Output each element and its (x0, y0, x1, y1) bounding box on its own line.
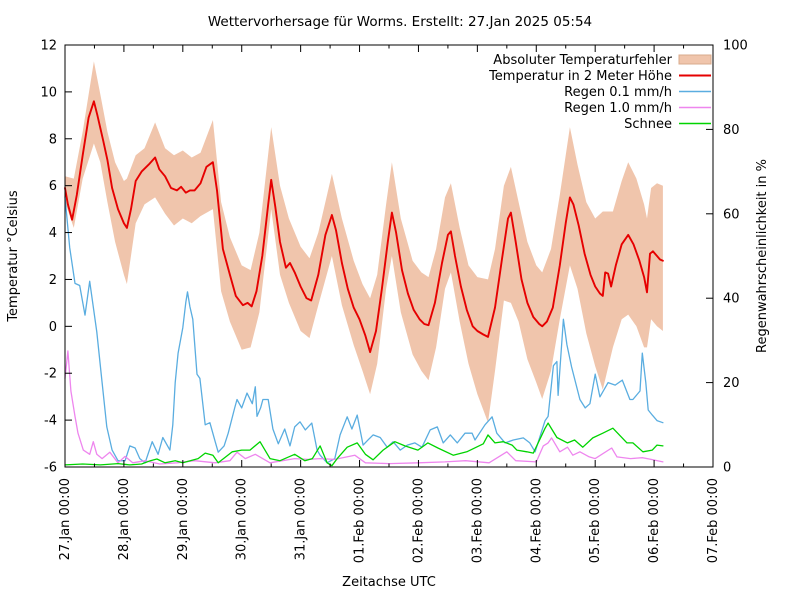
y-right-tick-label: 100 (723, 39, 748, 54)
legend-label-temperature: Temperatur in 2 Meter Höhe (488, 69, 672, 84)
legend-label-rain01: Regen 0.1 mm/h (564, 85, 672, 100)
series-layer (64, 100, 664, 467)
y-left-tick-label: -4 (44, 414, 57, 429)
y-axis-label-right: Regenwahrscheinlichkeit in % (755, 159, 770, 353)
x-tick-label: 04.Feb 00:00 (529, 478, 544, 563)
x-tick-label: 31.Jan 00:00 (294, 478, 309, 560)
y-right-tick-label: 40 (723, 292, 740, 307)
y-right-tick-label: 20 (723, 376, 740, 391)
x-tick-label: 05.Feb 00:00 (588, 478, 603, 563)
y-axis-label-left: Temperatur °Celsius (6, 190, 21, 323)
y-left-tick-label: 10 (40, 85, 57, 100)
series-temperature (64, 100, 664, 354)
x-tick-label: 02.Feb 00:00 (411, 478, 426, 563)
y-left-tick-label: -2 (44, 367, 57, 382)
legend-label-band: Absoluter Temperaturfehler (493, 53, 672, 68)
x-tick-label: 29.Jan 00:00 (176, 478, 191, 560)
x-tick-label: 01.Feb 00:00 (353, 478, 368, 563)
x-tick-label: 28.Jan 00:00 (117, 478, 132, 560)
y-left-tick-label: 0 (49, 320, 57, 335)
legend-swatch-band (678, 54, 712, 65)
x-tick-label: 27.Jan 00:00 (58, 478, 73, 560)
axes-layer: 27.Jan 00:00 28.Jan 00:00 29.Jan 00:00 30.J… (40, 39, 747, 564)
x-tick-label: 30.Jan 00:00 (235, 478, 250, 560)
y-right-tick-label: 80 (723, 123, 740, 138)
series-rain10 (64, 350, 664, 465)
x-tick-label: 03.Feb 00:00 (470, 478, 485, 563)
temperature-error-band (65, 61, 663, 423)
y-left-tick-label: 6 (49, 179, 57, 194)
y-left-tick-label: 8 (49, 132, 57, 147)
y-left-tick-label: 12 (40, 39, 57, 54)
y-right-tick-label: 60 (723, 207, 740, 222)
x-tick-label: 07.Feb 00:00 (706, 478, 721, 563)
legend-label-schnee: Schnee (624, 117, 672, 132)
y-right-tick-label: 0 (723, 461, 731, 476)
y-left-tick-label: 2 (49, 273, 57, 288)
legend-label-rain10: Regen 1.0 mm/h (564, 101, 672, 116)
y-left-tick-label: -6 (44, 461, 57, 476)
x-axis-label: Zeitachse UTC (342, 575, 436, 590)
y-left-tick-label: 4 (49, 226, 57, 241)
temperature-error-band-layer (65, 61, 663, 423)
x-tick-label: 06.Feb 00:00 (647, 478, 662, 563)
series-schnee (64, 422, 664, 467)
chart-title: Wettervorhersage für Worms. Erstellt: 27… (208, 14, 592, 30)
